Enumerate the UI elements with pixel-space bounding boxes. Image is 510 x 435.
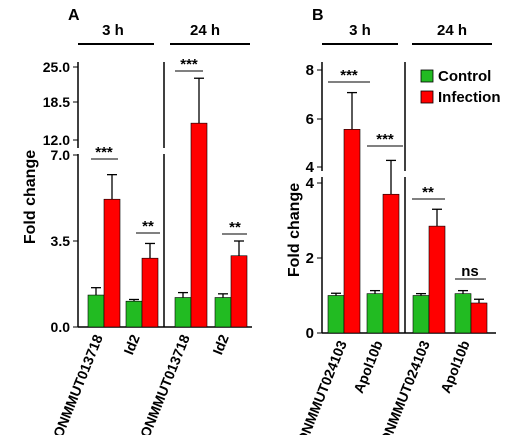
panel-a-sig-label: *** bbox=[180, 56, 198, 73]
panel-a-label: A bbox=[68, 7, 80, 24]
panel-b-bar-infection bbox=[470, 302, 488, 334]
panel-a-tick-label: 7.0 bbox=[51, 147, 71, 163]
panel-b-label: B bbox=[312, 7, 324, 24]
panel-b-tick-label: 8 bbox=[306, 62, 314, 79]
panel-b-axis-break bbox=[305, 171, 505, 177]
panel-b-tick-label: 2 bbox=[306, 250, 314, 267]
panel-b-bar-control bbox=[454, 293, 472, 334]
panel-b-x-label: Apol10b bbox=[437, 338, 473, 395]
panel-a-tick-label: 0.0 bbox=[51, 319, 71, 335]
panel-b-x-label: Apol10b bbox=[350, 338, 386, 395]
panel-a-group-label-1: 3 h bbox=[102, 22, 124, 39]
panel-a-bar-control bbox=[174, 297, 192, 328]
panel-b-x-tick-labels: NONMMUT024103 Apol10b NONMMUT024103 Apol… bbox=[290, 338, 473, 435]
panel-b-sig-label: *** bbox=[376, 131, 394, 148]
panel-a-bar-infection bbox=[103, 198, 121, 328]
panel-b-group-label-1: 3 h bbox=[349, 22, 371, 39]
legend-infection-swatch bbox=[420, 90, 434, 104]
panel-b-bar-infection bbox=[428, 225, 446, 334]
panel-a-sig-label: ** bbox=[142, 218, 154, 235]
panel-b-sig-label: ** bbox=[422, 184, 434, 201]
panel-b-bar-control bbox=[366, 293, 384, 334]
panel-a-bar-infection bbox=[141, 257, 159, 328]
panel-b-tick-label: 0 bbox=[306, 325, 314, 342]
panel-b-significance: *** *** ** ns bbox=[328, 67, 486, 280]
panel-a-x-label: Id2 bbox=[209, 332, 231, 357]
panel-b-group-label-2: 24 h bbox=[437, 22, 467, 39]
panel-a: A 3 h 24 h Fold change 0.0 3.5 7.0 12.0 … bbox=[22, 7, 260, 435]
panel-b-ylabel: Fold change bbox=[286, 183, 303, 277]
panel-a-x-label: Id2 bbox=[120, 332, 142, 357]
legend-infection-label: Infection bbox=[438, 89, 501, 106]
panel-a-significance: *** ** *** ** bbox=[91, 56, 247, 236]
panel-a-bar-control bbox=[87, 294, 105, 328]
panel-b-tick-label: 6 bbox=[306, 111, 314, 128]
panel-a-bar-control bbox=[125, 300, 143, 328]
legend-control-label: Control bbox=[438, 68, 491, 85]
panel-a-bar-infection bbox=[230, 255, 248, 328]
panel-a-tick-label: 3.5 bbox=[51, 233, 71, 249]
panel-b-tick-label: 4 bbox=[306, 175, 315, 192]
panel-a-x-tick-labels: NONMMUT013718 Id2 NONMMUT013718 Id2 bbox=[46, 332, 232, 435]
panel-a-tick-label: 25.0 bbox=[43, 59, 70, 75]
legend-control-swatch bbox=[420, 69, 434, 83]
panel-a-bar-control bbox=[214, 297, 232, 328]
panel-b-sig-label: ns bbox=[461, 263, 479, 280]
panel-a-tick-label: 12.0 bbox=[43, 132, 70, 148]
panel-a-ylabel: Fold change bbox=[22, 150, 39, 244]
panel-b-bar-infection bbox=[382, 193, 400, 334]
panel-b-legend: Control Infection bbox=[420, 68, 501, 106]
panel-a-axis-break bbox=[60, 148, 260, 154]
panel-b-bar-control bbox=[327, 295, 345, 334]
panel-a-y-ticks: 0.0 3.5 7.0 12.0 18.5 25.0 bbox=[43, 59, 78, 335]
panel-b-tick-label: 4 bbox=[306, 159, 315, 176]
panel-b-bar-control bbox=[412, 295, 430, 334]
panel-a-sig-label: ** bbox=[229, 219, 241, 236]
panel-a-sig-label: *** bbox=[95, 144, 113, 161]
panel-b: B 3 h 24 h Fold change 0 2 4 4 6 8 *** bbox=[286, 7, 505, 435]
panel-a-bar-infection bbox=[190, 122, 208, 328]
panel-a-x-label: NONMMUT013718 bbox=[46, 332, 106, 435]
panel-b-bars bbox=[327, 91, 488, 334]
panel-b-bar-infection bbox=[343, 129, 361, 334]
panel-b-sig-label: *** bbox=[340, 67, 358, 84]
panel-b-y-ticks: 0 2 4 4 6 8 bbox=[306, 62, 322, 342]
panel-b-x-label: NONMMUT024103 bbox=[290, 338, 350, 435]
panel-a-tick-label: 18.5 bbox=[43, 94, 70, 110]
panel-a-group-label-2: 24 h bbox=[190, 22, 220, 39]
panel-a-x-label: NONMMUT013718 bbox=[133, 332, 193, 435]
panel-a-bars bbox=[87, 77, 248, 328]
